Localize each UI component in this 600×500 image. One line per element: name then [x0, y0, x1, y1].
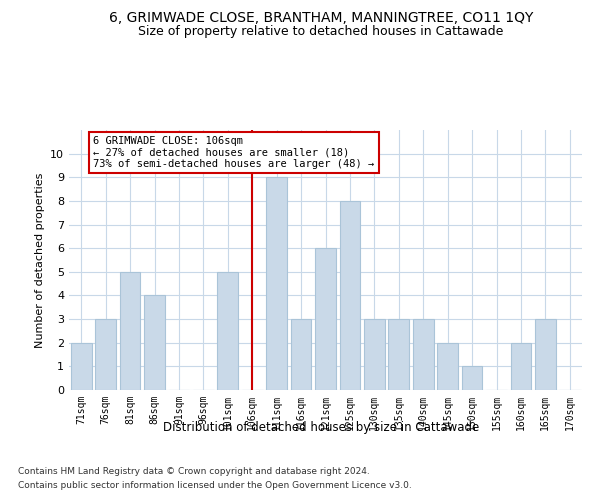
Bar: [388, 319, 409, 390]
Text: 6 GRIMWADE CLOSE: 106sqm
← 27% of detached houses are smaller (18)
73% of semi-d: 6 GRIMWADE CLOSE: 106sqm ← 27% of detach…: [94, 136, 374, 169]
Bar: [95, 319, 116, 390]
Text: Contains public sector information licensed under the Open Government Licence v3: Contains public sector information licen…: [18, 480, 412, 490]
Text: Contains HM Land Registry data © Crown copyright and database right 2024.: Contains HM Land Registry data © Crown c…: [18, 466, 370, 475]
Bar: [266, 178, 287, 390]
Text: Distribution of detached houses by size in Cattawade: Distribution of detached houses by size …: [163, 421, 479, 434]
Bar: [315, 248, 336, 390]
Bar: [437, 342, 458, 390]
Bar: [340, 201, 361, 390]
Text: Size of property relative to detached houses in Cattawade: Size of property relative to detached ho…: [139, 24, 503, 38]
Bar: [71, 342, 92, 390]
Text: 6, GRIMWADE CLOSE, BRANTHAM, MANNINGTREE, CO11 1QY: 6, GRIMWADE CLOSE, BRANTHAM, MANNINGTREE…: [109, 10, 533, 24]
Bar: [461, 366, 482, 390]
Bar: [217, 272, 238, 390]
Bar: [144, 296, 165, 390]
Bar: [413, 319, 434, 390]
Bar: [290, 319, 311, 390]
Bar: [535, 319, 556, 390]
Bar: [119, 272, 140, 390]
Y-axis label: Number of detached properties: Number of detached properties: [35, 172, 44, 348]
Bar: [364, 319, 385, 390]
Bar: [511, 342, 532, 390]
